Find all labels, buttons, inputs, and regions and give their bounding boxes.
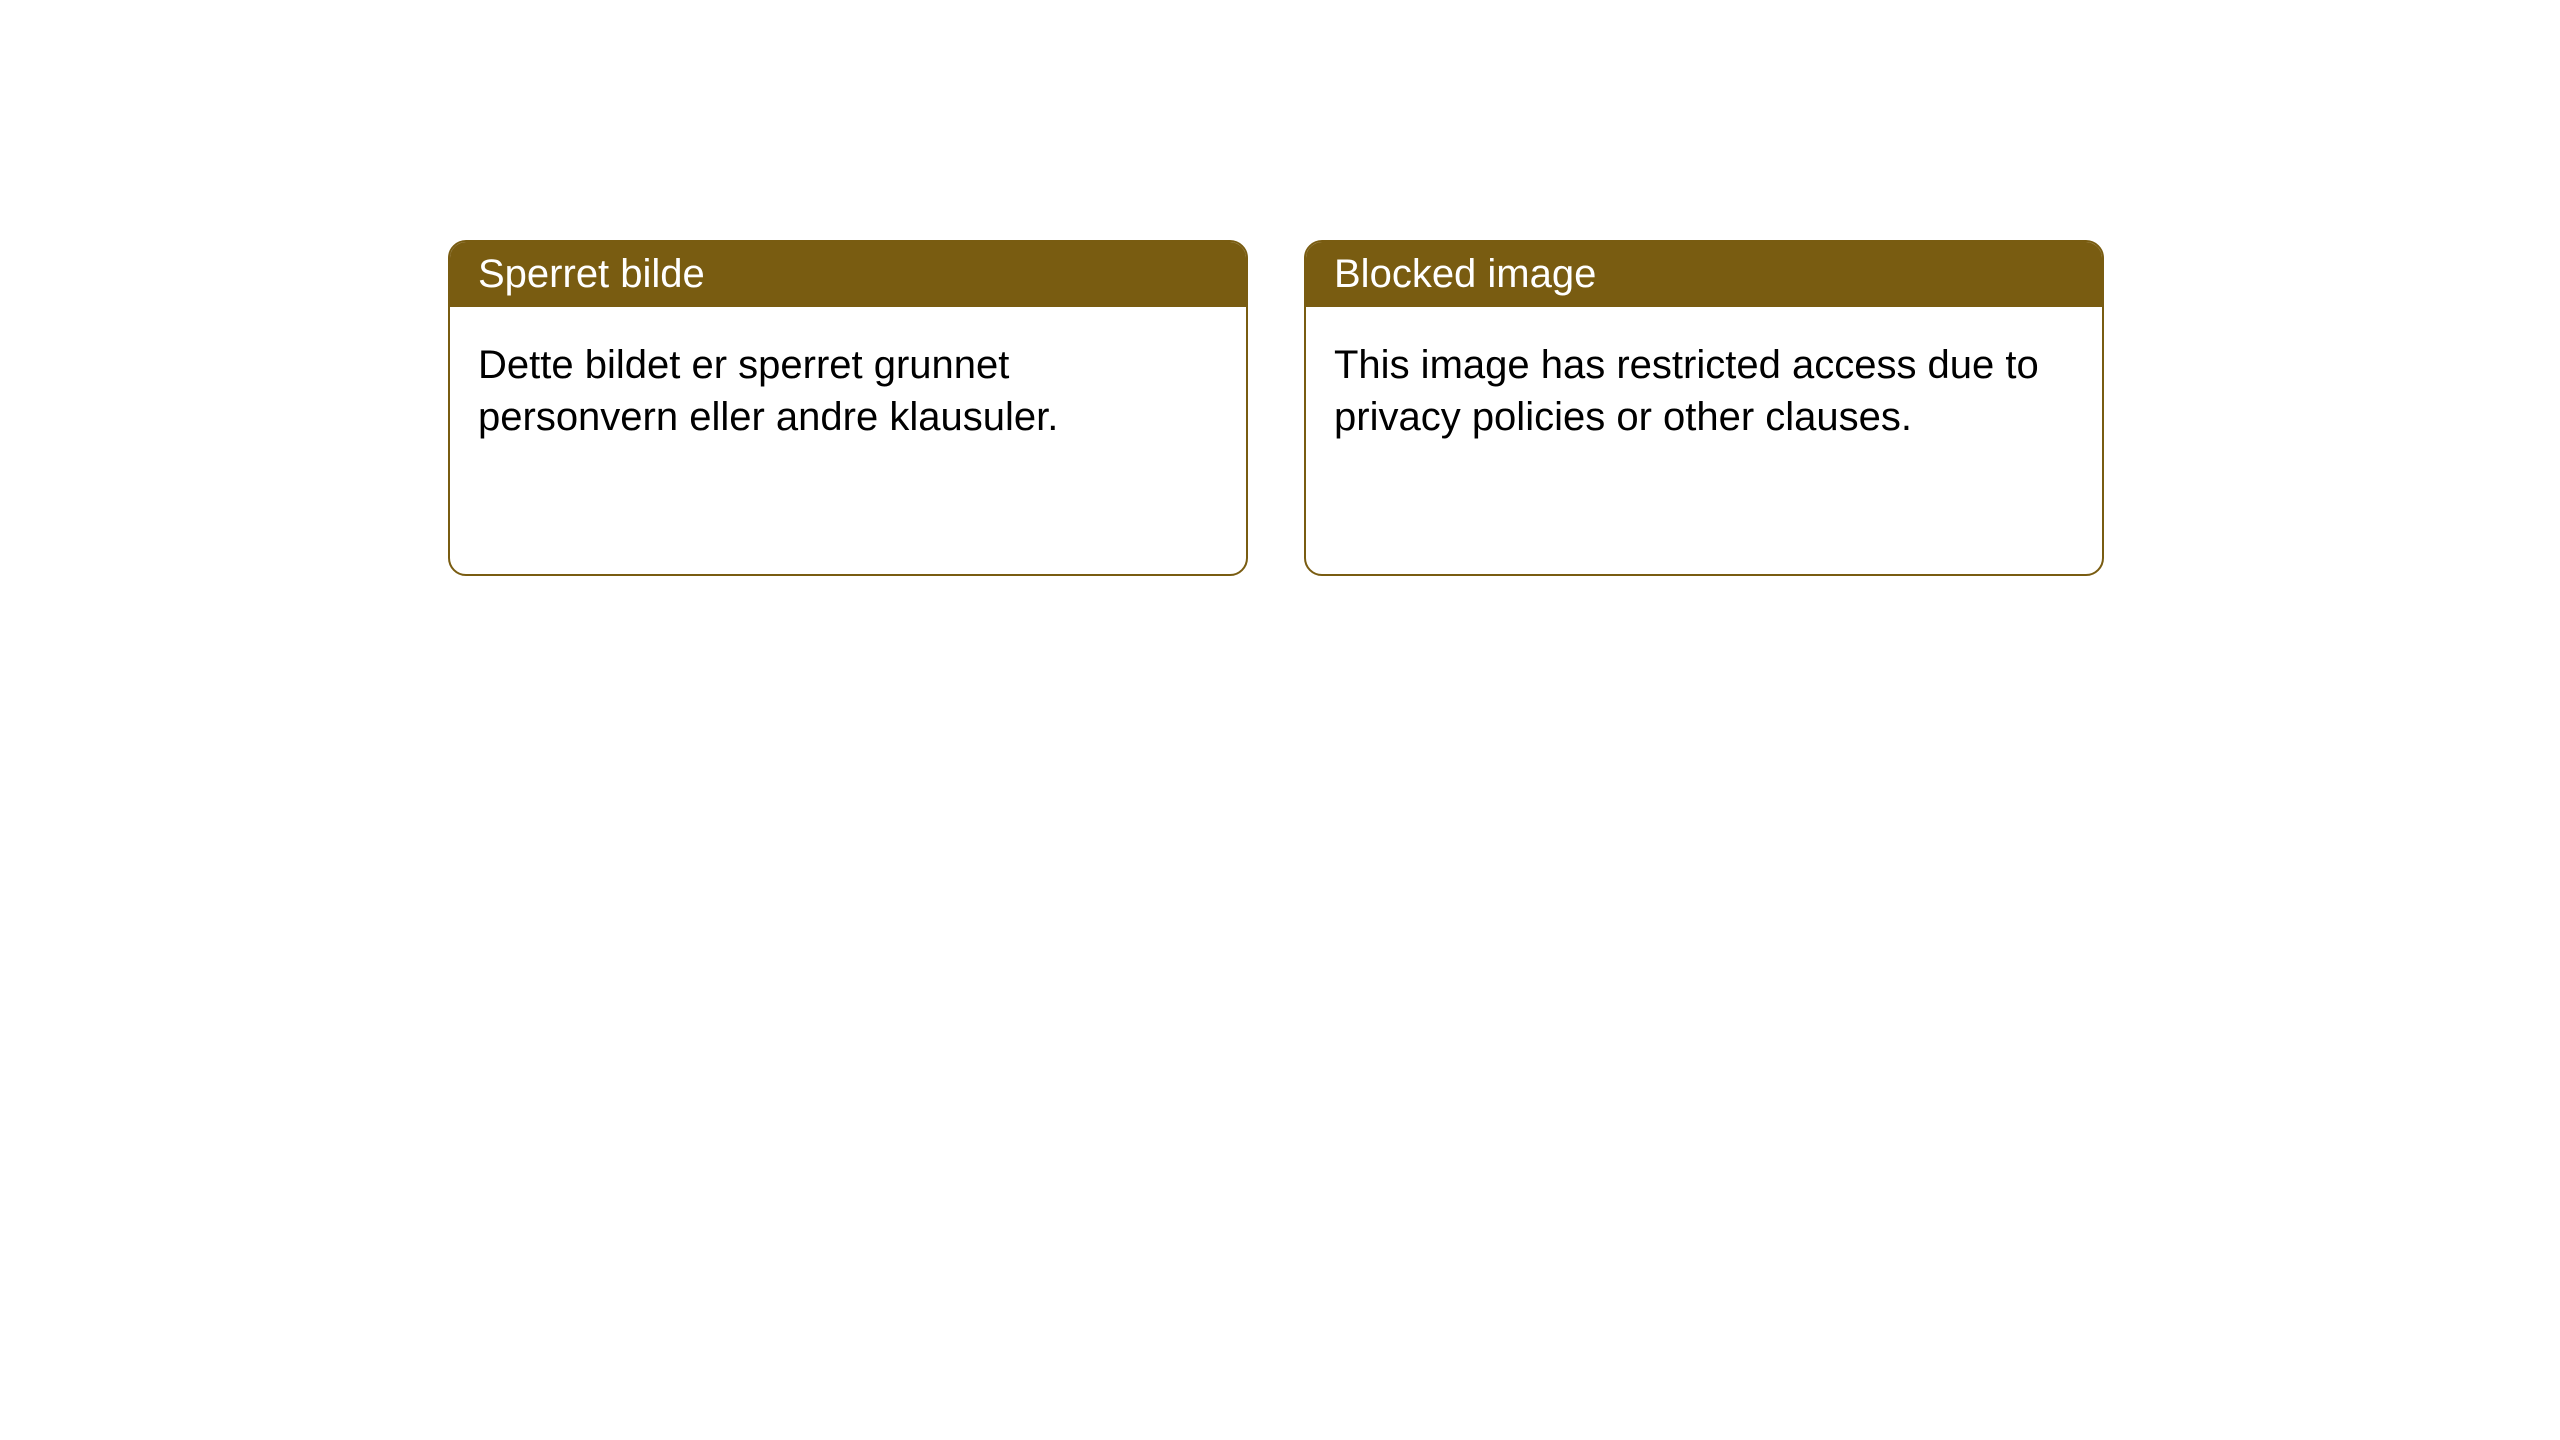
notice-card-english: Blocked image This image has restricted … bbox=[1304, 240, 2104, 576]
notice-body-norwegian: Dette bildet er sperret grunnet personve… bbox=[450, 307, 1246, 475]
notice-header-norwegian: Sperret bilde bbox=[450, 242, 1246, 307]
notice-title-english: Blocked image bbox=[1334, 252, 1596, 296]
notice-body-english: This image has restricted access due to … bbox=[1306, 307, 2102, 475]
notice-container: Sperret bilde Dette bildet er sperret gr… bbox=[448, 240, 2104, 576]
notice-card-norwegian: Sperret bilde Dette bildet er sperret gr… bbox=[448, 240, 1248, 576]
notice-text-english: This image has restricted access due to … bbox=[1334, 343, 2039, 439]
notice-header-english: Blocked image bbox=[1306, 242, 2102, 307]
notice-title-norwegian: Sperret bilde bbox=[478, 252, 705, 296]
notice-text-norwegian: Dette bildet er sperret grunnet personve… bbox=[478, 343, 1058, 439]
